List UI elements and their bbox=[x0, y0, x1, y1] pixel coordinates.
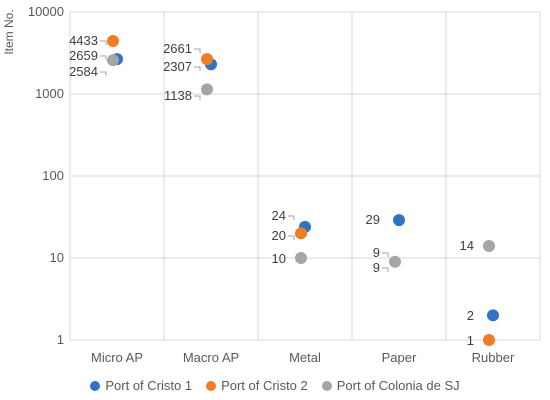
leader-line bbox=[100, 71, 107, 76]
legend-item: Port of Colonia de SJ bbox=[321, 378, 460, 393]
legend-item: Port of Cristo 2 bbox=[206, 378, 308, 393]
data-point bbox=[393, 214, 405, 227]
leader-line bbox=[288, 235, 295, 240]
data-label: 14 bbox=[460, 238, 474, 253]
data-label: 29 bbox=[366, 212, 380, 227]
data-label: 9 bbox=[373, 245, 380, 260]
data-label: 1 bbox=[467, 333, 474, 348]
data-point bbox=[201, 53, 213, 66]
data-label: 9 bbox=[373, 260, 380, 275]
data-label: 10 bbox=[272, 251, 286, 266]
y-tick-label: 1 bbox=[57, 332, 64, 347]
legend: Port of Cristo 1 Port of Cristo 2 Port of … bbox=[0, 378, 550, 393]
leader-line bbox=[382, 267, 389, 272]
leader-line bbox=[100, 40, 107, 45]
leader-line bbox=[194, 95, 201, 100]
data-label: 2584 bbox=[69, 64, 98, 79]
data-point bbox=[295, 252, 307, 264]
legend-label: Port of Cristo 2 bbox=[221, 378, 308, 393]
data-point bbox=[295, 227, 307, 240]
y-axis-ticks: 1 10 100 1000 10000 bbox=[28, 4, 64, 347]
y-axis-label: Item No. bbox=[2, 9, 16, 54]
legend-marker bbox=[206, 380, 217, 391]
legend-label: Port of Cristo 1 bbox=[105, 378, 193, 393]
data-point bbox=[483, 240, 495, 253]
x-tick-label: Micro AP bbox=[91, 350, 143, 365]
data-point bbox=[107, 54, 119, 67]
y-tick-label: 10 bbox=[50, 250, 64, 265]
data-label: 24 bbox=[272, 208, 286, 223]
x-tick-label: Macro AP bbox=[183, 350, 239, 365]
data-points bbox=[107, 34, 499, 346]
data-label: 4433 bbox=[69, 33, 98, 48]
leader-line bbox=[288, 215, 295, 220]
data-point bbox=[389, 255, 401, 268]
x-tick-label: Metal bbox=[289, 350, 321, 365]
x-axis-ticks: Micro AP Macro AP Metal Paper Rubber bbox=[91, 350, 515, 365]
leader-lines bbox=[100, 40, 389, 272]
data-label: 1138 bbox=[164, 88, 192, 103]
data-point bbox=[201, 83, 213, 96]
leader-line bbox=[194, 66, 201, 71]
legend-marker bbox=[90, 380, 101, 391]
data-point bbox=[487, 309, 499, 322]
legend-label: Port of Colonia de SJ bbox=[336, 378, 460, 393]
data-point bbox=[107, 34, 119, 47]
y-tick-label: 100 bbox=[42, 168, 64, 183]
leader-line bbox=[100, 55, 107, 60]
leader-line bbox=[382, 252, 389, 257]
leader-line bbox=[194, 48, 201, 53]
data-label: 2307 bbox=[163, 59, 192, 74]
data-label: 2659 bbox=[69, 48, 98, 63]
data-point bbox=[483, 334, 495, 346]
grid bbox=[69, 11, 541, 341]
y-tick-label: 1000 bbox=[35, 86, 64, 101]
x-tick-label: Rubber bbox=[472, 350, 515, 365]
x-tick-label: Paper bbox=[382, 350, 417, 365]
data-label: 2661 bbox=[163, 41, 192, 56]
legend-item: Port of Cristo 1 bbox=[90, 378, 192, 393]
data-label: 2 bbox=[467, 308, 474, 323]
y-tick-label: 10000 bbox=[28, 4, 64, 19]
legend-marker bbox=[321, 380, 332, 391]
data-label: 20 bbox=[272, 228, 286, 243]
